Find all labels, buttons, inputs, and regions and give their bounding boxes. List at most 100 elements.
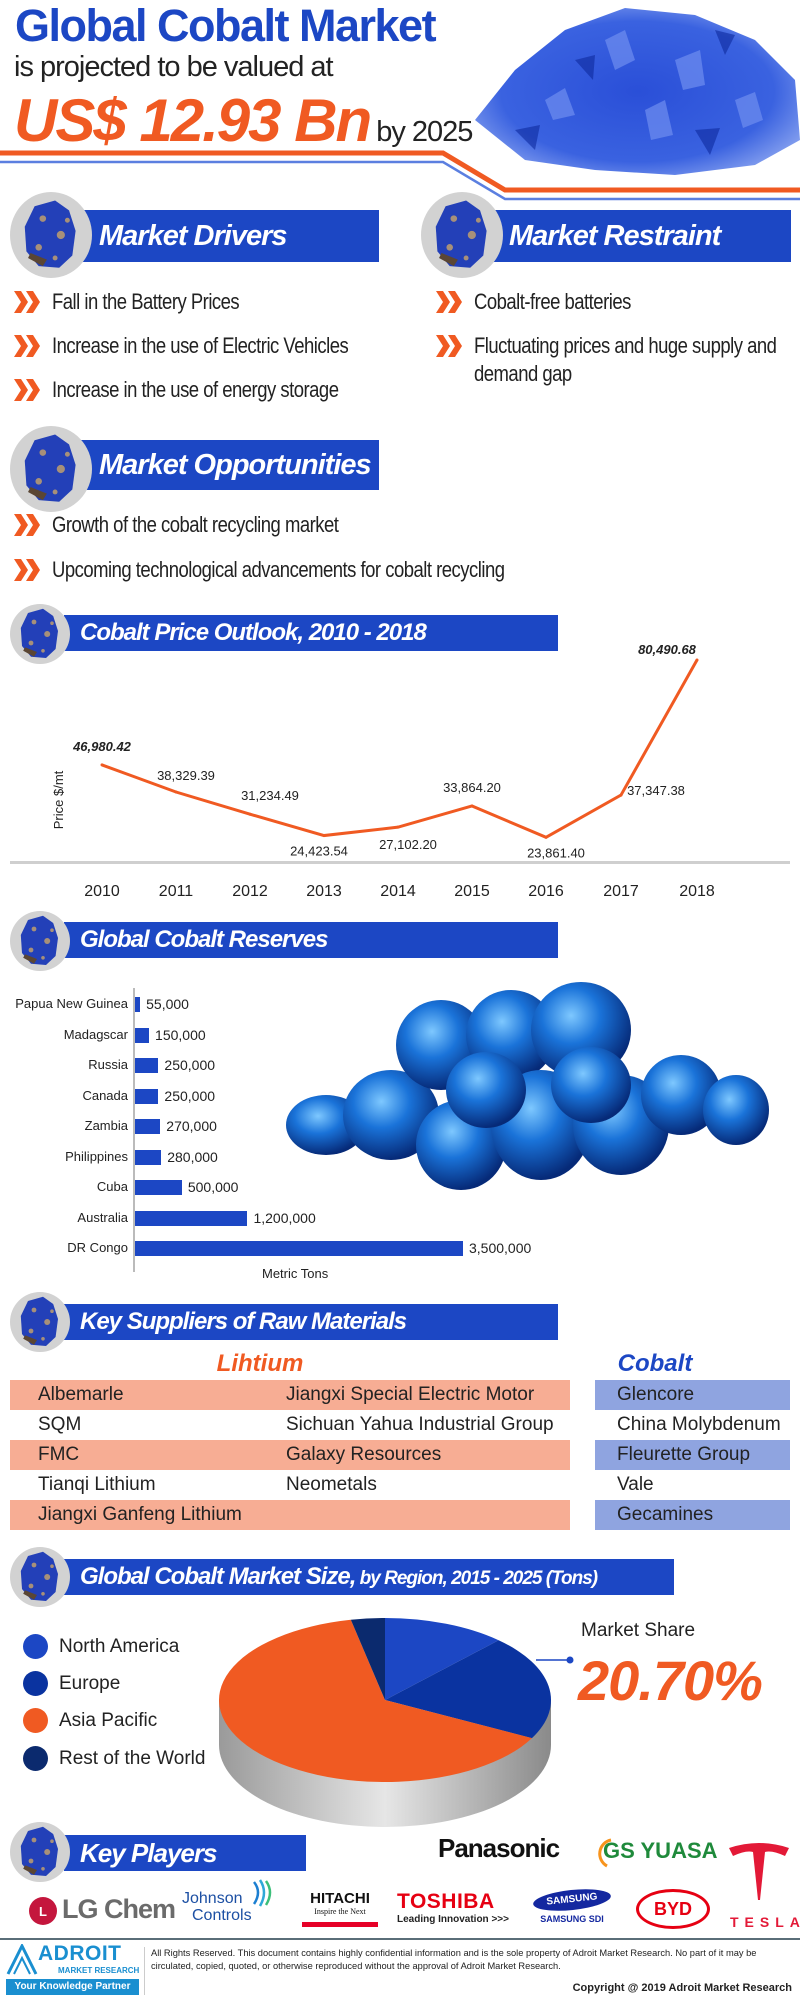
- x-tick-label: 2010: [84, 883, 120, 900]
- bar-value-label: 1,200,000: [253, 1209, 316, 1226]
- supplier-name: Vale: [617, 1474, 654, 1495]
- legend-label: Asia Pacific: [59, 1710, 158, 1731]
- x-axis-label: Metric Tons: [262, 1266, 329, 1281]
- cobalt-ore-icon: [10, 604, 70, 664]
- chevron-right-icon: [14, 291, 40, 313]
- y-axis-label: Price $/mt: [51, 770, 66, 829]
- legend-label: North America: [59, 1636, 180, 1657]
- bar-category-label: DR Congo: [67, 1240, 128, 1255]
- lithium-supplier-row: SQM Sichuan Yahua Industrial Group: [10, 1410, 570, 1440]
- cobalt-crystals-image: [475, 8, 800, 175]
- list-item: Growth of the cobalt recycling market: [52, 512, 339, 537]
- lithium-supplier-row: FMC Galaxy Resources: [10, 1440, 570, 1470]
- list-item: Fluctuating prices and huge supply and d…: [474, 333, 777, 386]
- cobalt-supplier-row: Vale: [595, 1470, 790, 1500]
- market-size-title: Global Cobalt Market Size,: [80, 1563, 356, 1590]
- supplier-name: Sichuan Yahua Industrial Group: [286, 1414, 554, 1435]
- price-data-label: 31,234.49: [241, 788, 299, 803]
- supplier-name: Jiangxi Special Electric Motor: [286, 1384, 535, 1405]
- bar-value-label: 500,000: [187, 1179, 239, 1195]
- adroit-logo-icon: [6, 1944, 38, 1975]
- legend-swatch: [23, 1671, 48, 1696]
- supplier-name: Fleurette Group: [617, 1444, 751, 1465]
- samsung-sdi-logo: SAMSUNG SAMSUNG SDI: [532, 1885, 612, 1924]
- hero-value: US$ 12.93 Bn: [14, 87, 372, 154]
- bar-category-label: Cuba: [96, 1179, 128, 1194]
- price-line: [101, 659, 699, 839]
- chevron-right-icon: [14, 335, 40, 357]
- hero-year: by 2025: [376, 116, 473, 148]
- bar-value-label: 55,000: [146, 996, 189, 1012]
- bar-value-label: 250,000: [164, 1087, 216, 1104]
- cobalt-ore-icon: [10, 192, 92, 278]
- price-point: [322, 834, 326, 838]
- price-point: [248, 812, 252, 816]
- johnson-controls-logo: Johnson Controls: [182, 1879, 272, 1924]
- market-restraint-header: Market Restraint: [489, 210, 791, 262]
- cobalt-ore-icon: [10, 1292, 70, 1352]
- lithium-supplier-row: Albemarle Jiangxi Special Electric Motor: [10, 1380, 570, 1410]
- byd-logo: BYD: [636, 1889, 710, 1929]
- toshiba-logo: TOSHIBA Leading Innovation >>>: [397, 1890, 509, 1925]
- footer-copyright: Copyright @ 2019 Adroit Market Research: [572, 1982, 792, 1994]
- cobalt-supplier-row: China Molybdenum: [595, 1410, 790, 1440]
- supplier-name: Glencore: [617, 1384, 695, 1405]
- pie-slice: [385, 1640, 551, 1739]
- bar-category-label: Philippines: [65, 1148, 128, 1164]
- cobalt-ore-icon: [10, 1822, 70, 1882]
- price-data-label: 33,864.20: [443, 780, 501, 795]
- price-point: [396, 825, 400, 829]
- price-data-label: 23,861.40: [527, 845, 585, 860]
- legend-swatch: [23, 1746, 48, 1771]
- hitachi-logo: HITACHI Inspire the Next: [302, 1890, 378, 1927]
- reserve-bar: [135, 1027, 150, 1043]
- reserves-bar-chart: Papua New Guinea 55,000 Madagscar 150,000 Ru…: [0, 980, 560, 1290]
- hero-title: Global Cobalt Market: [15, 0, 437, 51]
- x-tick-label: 2015: [454, 883, 490, 900]
- market-share-label: Market Share: [581, 1620, 696, 1641]
- chevron-right-icon: [436, 291, 462, 313]
- pie-slice: [218, 1619, 532, 1782]
- chevron-right-icon: [14, 379, 40, 401]
- legend-swatch: [23, 1634, 48, 1659]
- cobalt-supplier-row: Gecamines: [595, 1500, 790, 1530]
- supplier-name: SQM: [38, 1414, 82, 1435]
- bar-value-label: 280,000: [167, 1148, 218, 1165]
- bar-value-label: 3,500,000: [469, 1240, 532, 1256]
- tesla-logo-icon: [729, 1843, 789, 1900]
- list-item: Increase in the use of Electric Vehicles: [52, 333, 349, 358]
- cobalt-supplier-row: Fleurette Group: [595, 1440, 790, 1470]
- bar-category-label: Russia: [88, 1057, 128, 1072]
- chevron-right-icon: [14, 514, 40, 536]
- legend-swatch: [23, 1708, 48, 1733]
- cobalt-label: Cobalt: [617, 1350, 693, 1377]
- price-data-label: 37,347.38: [627, 783, 685, 798]
- price-line-chart: Price $/mt 46,980.42 2010 38,329.39 2011 31,2…: [10, 642, 790, 900]
- footer-legal-text: All Rights Reserved. This document conta…: [151, 1948, 757, 1971]
- x-tick-label: 2012: [232, 883, 268, 900]
- bar-category-label: Papua New Guinea: [15, 996, 128, 1011]
- share-pointer-dot: [566, 1656, 574, 1664]
- chevron-right-icon: [14, 559, 40, 581]
- market-drivers-header: Market Drivers: [79, 210, 379, 262]
- bar-value-label: 250,000: [164, 1057, 216, 1073]
- bar-category-label: Zambia: [84, 1118, 128, 1133]
- price-point: [619, 793, 623, 797]
- market-size-title-rest: by Region, 2015 - 2025 (Tons): [355, 1568, 598, 1589]
- price-point: [100, 763, 104, 767]
- cobalt-ore-icon: [421, 192, 503, 278]
- cobalt-gems-image: [286, 982, 769, 1190]
- key-players-header: Key Players: [64, 1835, 306, 1871]
- x-tick-label: 2017: [603, 883, 639, 900]
- price-data-label: 38,329.39: [157, 768, 215, 783]
- lithium-label: Lihtium: [216, 1350, 304, 1377]
- footer-vertical-divider: [144, 1947, 145, 1995]
- list-item: Cobalt-free batteries: [474, 289, 631, 314]
- region-pie-chart: [218, 1618, 574, 1827]
- adroit-brand: ADROIT: [38, 1942, 122, 1965]
- panasonic-logo: Panasonic: [438, 1833, 560, 1863]
- market-share-value: 20.70%: [578, 1649, 763, 1712]
- suppliers-header: Key Suppliers of Raw Materials: [64, 1304, 558, 1340]
- y-axis-line: [133, 988, 135, 1272]
- list-item: Increase in the use of energy storage: [52, 377, 339, 402]
